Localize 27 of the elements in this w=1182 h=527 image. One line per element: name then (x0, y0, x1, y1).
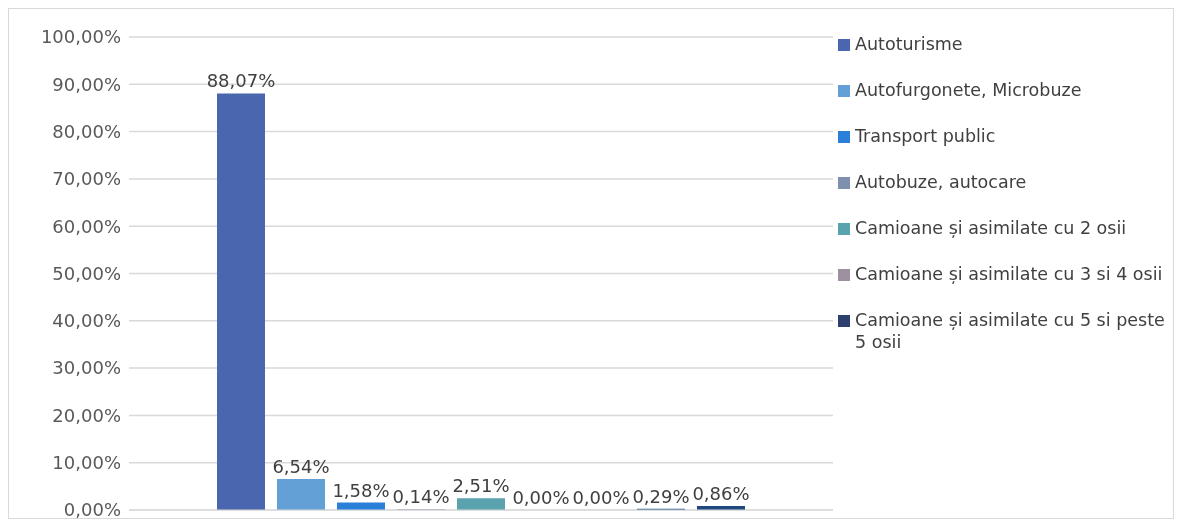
y-tick-label: 40,00% (52, 310, 121, 332)
y-tick-label: 20,00% (52, 404, 121, 426)
data-label: 6,54% (272, 456, 330, 478)
data-label: 1,58% (332, 479, 390, 501)
y-tick-label: 80,00% (52, 120, 121, 142)
y-tick-label: 60,00% (52, 215, 121, 237)
legend-label: Transport public (855, 125, 996, 147)
y-tick-label: 70,00% (52, 168, 121, 190)
data-label: 0,86% (692, 482, 750, 504)
legend-label: Autoturisme (855, 33, 963, 55)
y-tick-label: 90,00% (52, 73, 121, 95)
data-label: 2,51% (452, 475, 510, 497)
y-tick-label: 100,00% (40, 26, 121, 48)
data-label: 0,00% (572, 486, 630, 508)
legend-label: Autofurgonete, Microbuze (855, 79, 1082, 101)
y-tick-label: 30,00% (52, 357, 121, 379)
legend-label: Autobuze, autocare (855, 171, 1027, 193)
data-label: 88,07% (206, 70, 276, 92)
data-label: 0,14% (392, 486, 450, 508)
y-tick-label: 10,00% (52, 452, 121, 474)
y-tick-label: 50,00% (52, 262, 121, 284)
legend-label: Camioane și asimilate cu 3 si 4 osii (855, 263, 1163, 285)
legend-label: Camioane și asimilate cu 5 si peste 5 osii (855, 309, 1166, 353)
data-label: 0,00% (512, 486, 570, 508)
y-tick-label: 0,00% (63, 499, 121, 521)
data-label: 0,29% (632, 485, 690, 507)
legend-label: Camioane și asimilate cu 2 osii (855, 217, 1127, 239)
